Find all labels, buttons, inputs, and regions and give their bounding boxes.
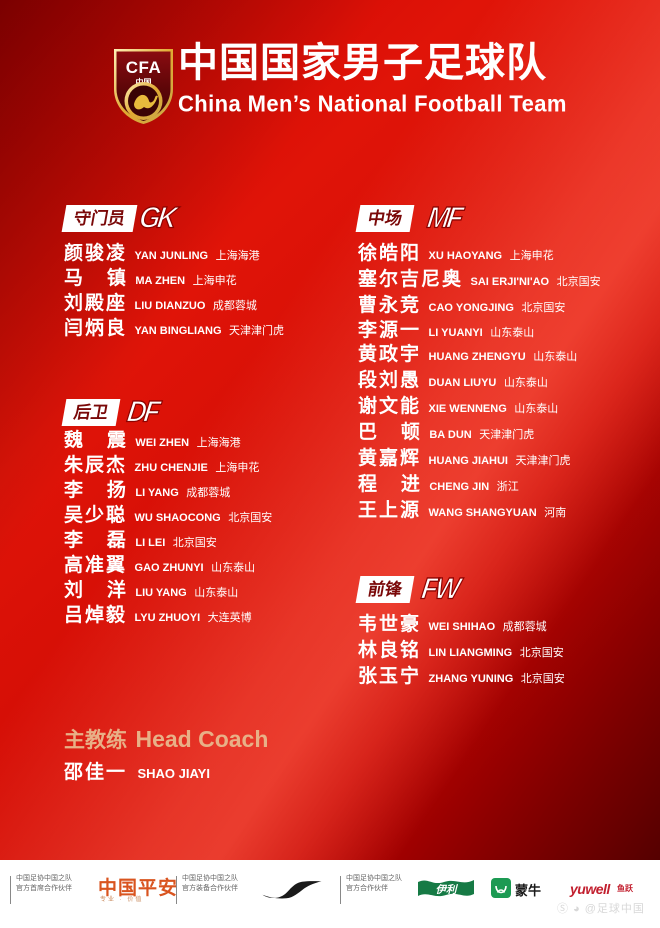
svg-text:伊利: 伊利: [436, 883, 459, 896]
svg-text:CFA: CFA: [126, 58, 162, 77]
